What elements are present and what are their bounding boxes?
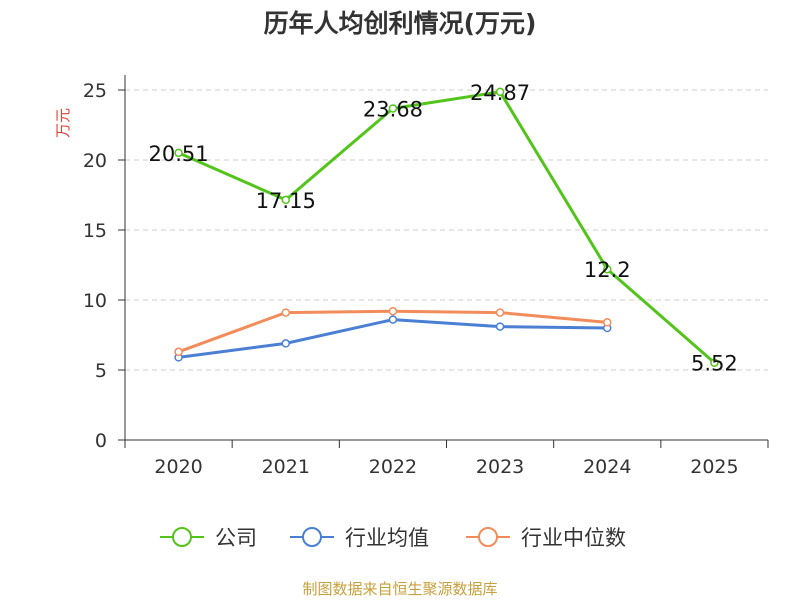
data-point: [281, 308, 290, 317]
x-tick-label: 2024: [583, 456, 631, 478]
legend-marker: [172, 527, 192, 547]
legend-label: 行业均值: [345, 526, 429, 550]
legend-label: 公司: [215, 526, 257, 550]
data-point: [603, 318, 612, 327]
data-point: [388, 306, 398, 316]
y-axis-label: 万元: [54, 108, 72, 138]
x-tick-label: 2023: [476, 456, 524, 478]
data-label: 12.2: [584, 258, 631, 282]
source-note: 制图数据来自恒生聚源数据库: [302, 580, 498, 598]
x-tick-label: 2020: [154, 456, 202, 478]
chart-title: 历年人均创利情况(万元): [263, 9, 537, 38]
data-label: 24.87: [470, 81, 530, 105]
x-tick-label: 2022: [369, 456, 417, 478]
y-tick-label: 5: [95, 360, 107, 382]
y-tick-label: 10: [83, 290, 107, 312]
data-point: [388, 104, 398, 113]
y-tick-label: 0: [95, 430, 107, 452]
data-point: [281, 339, 290, 348]
y-tick-label: 25: [83, 80, 107, 102]
data-point: [495, 308, 505, 317]
x-tick-label: 2025: [690, 456, 738, 478]
data-point: [495, 87, 505, 97]
data-label: 23.68: [363, 97, 423, 121]
data-label: 17.15: [256, 189, 316, 213]
data-point: [710, 358, 719, 367]
data-label: 20.51: [149, 142, 209, 166]
data-label: 5.52: [691, 352, 738, 376]
legend-marker: [478, 527, 498, 547]
data-point: [281, 195, 290, 205]
y-tick-label: 20: [83, 150, 107, 172]
legend-label: 行业中位数: [521, 526, 626, 550]
data-point: [174, 347, 183, 357]
data-point: [174, 148, 183, 158]
y-tick-label: 15: [83, 220, 107, 242]
series-line-0: [177, 90, 716, 364]
legend-marker: [302, 527, 322, 547]
series-line-1: [178, 318, 608, 359]
data-point: [603, 264, 612, 274]
x-tick-label: 2021: [262, 456, 310, 478]
data-point: [495, 322, 505, 331]
data-point: [388, 315, 398, 324]
